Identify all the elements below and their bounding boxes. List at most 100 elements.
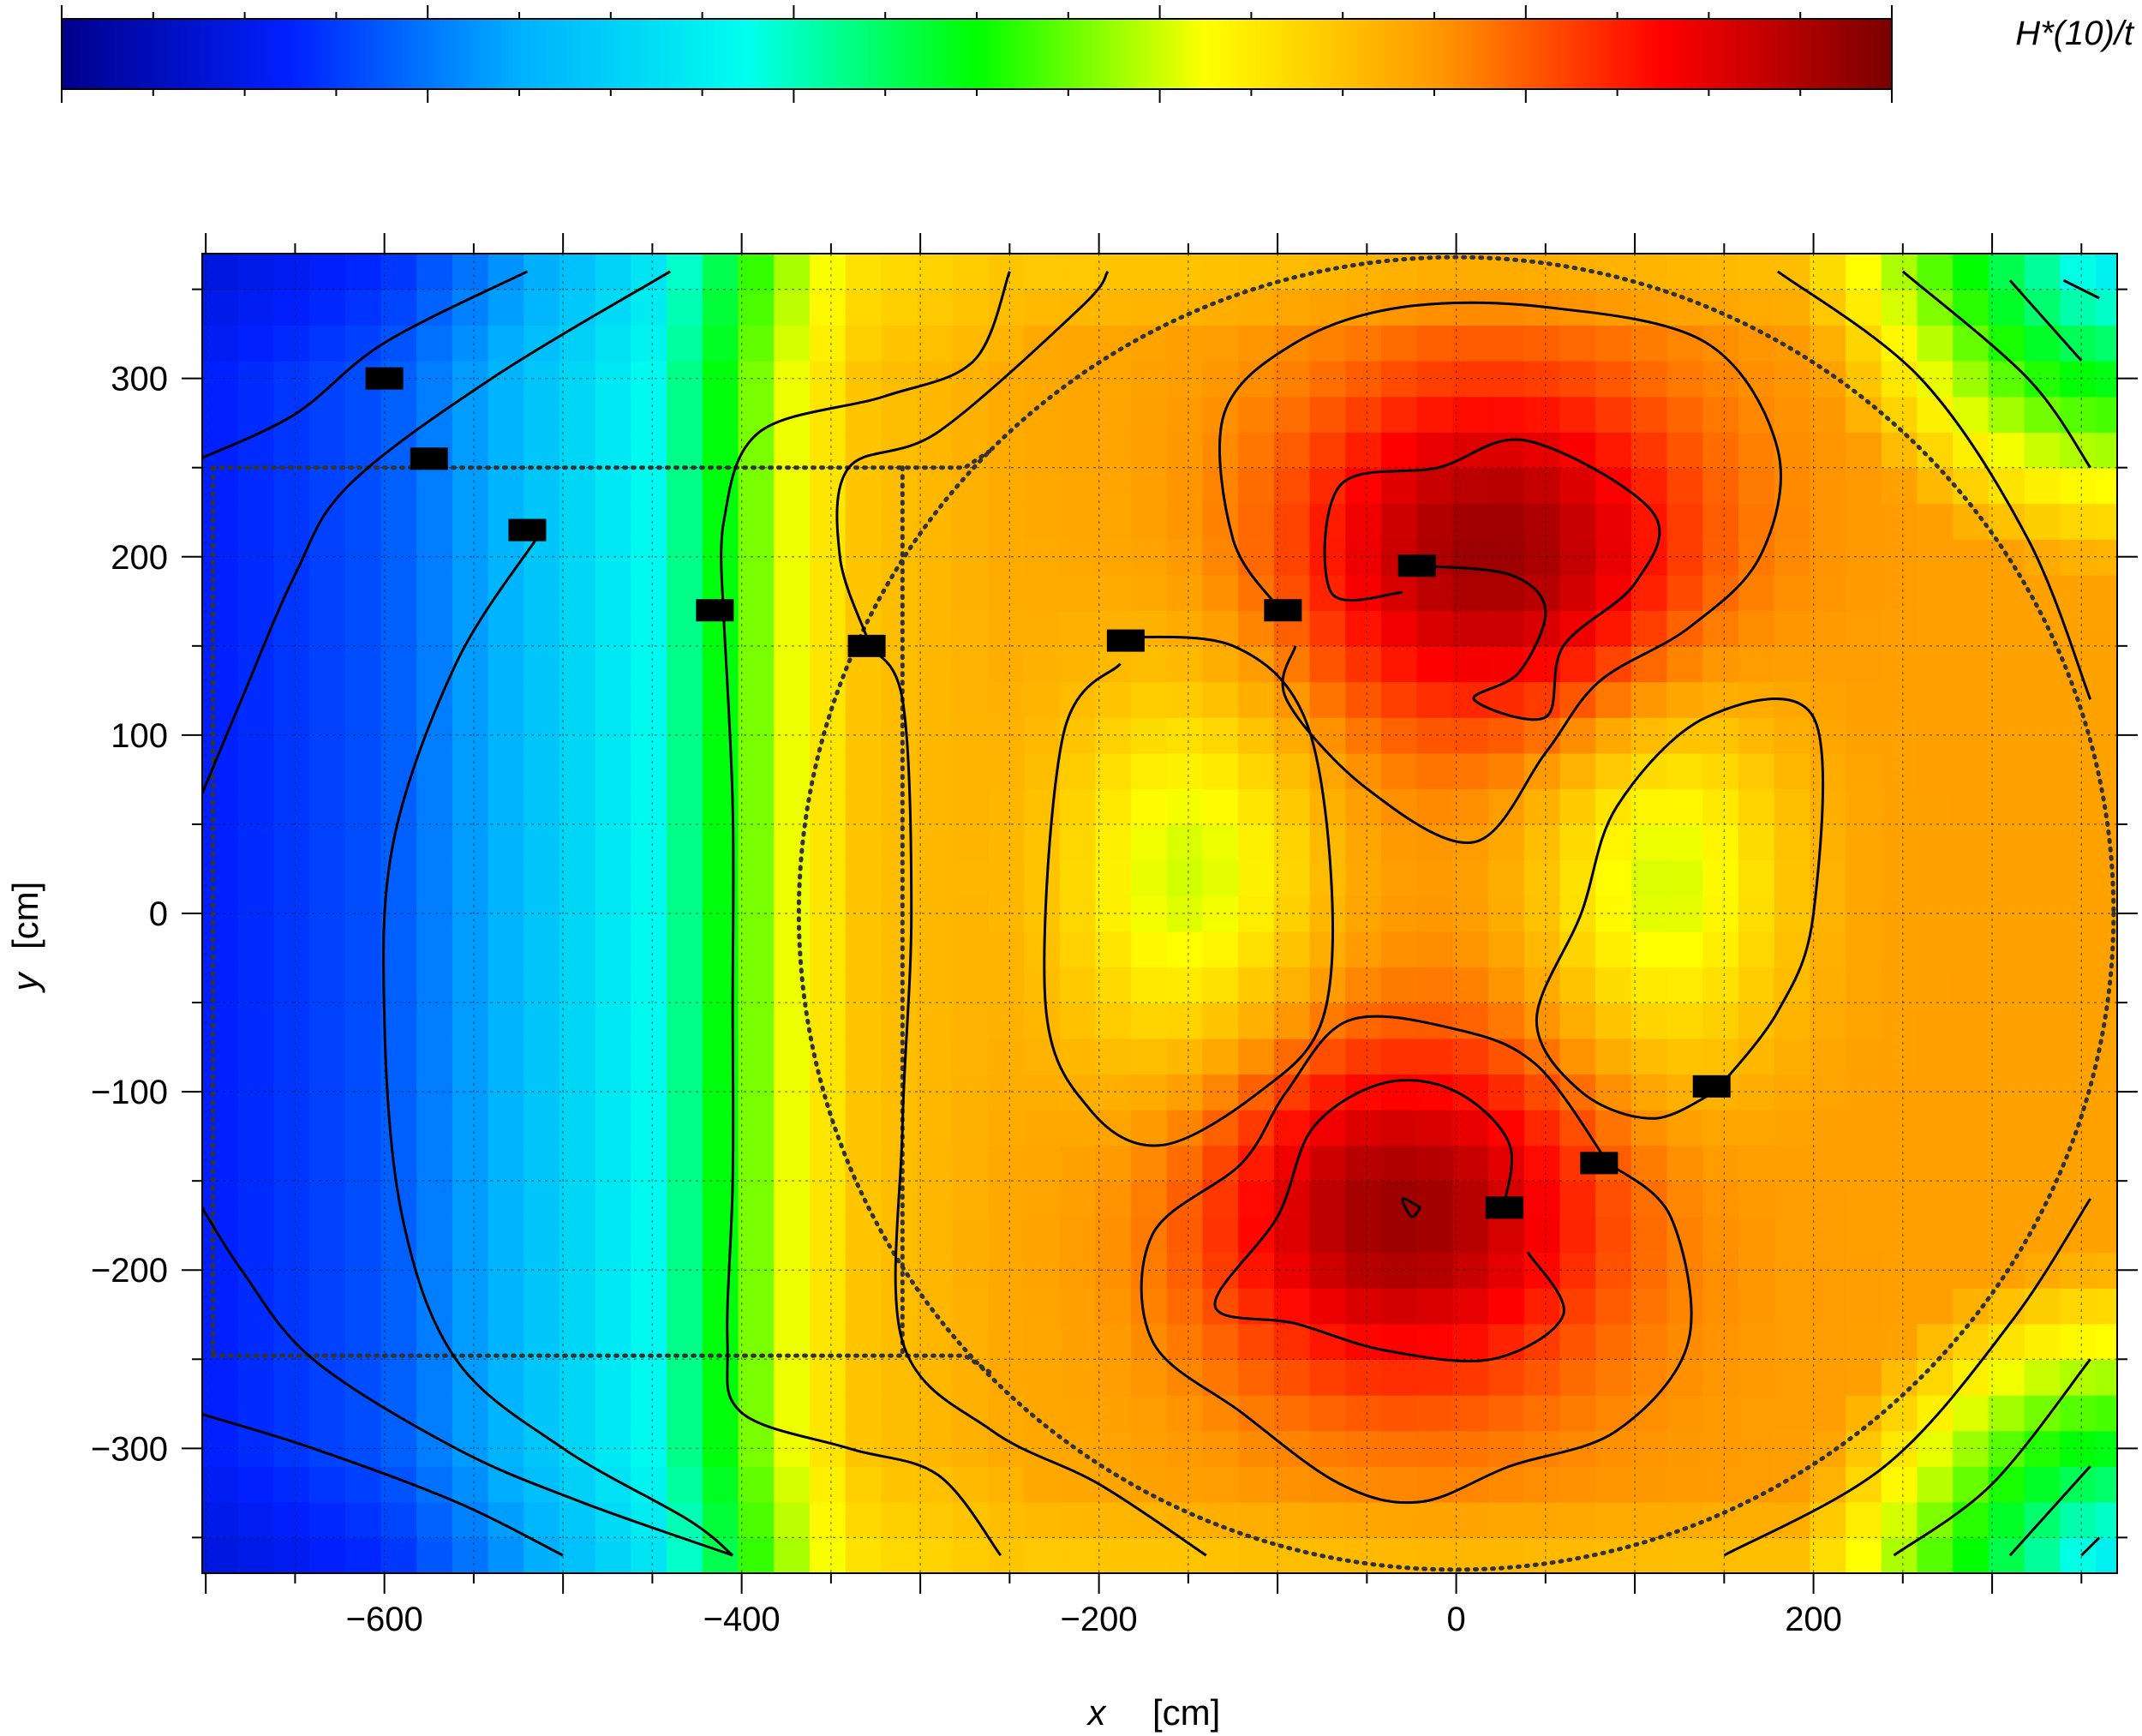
heatmap-cell: [1309, 1109, 1347, 1146]
heatmap-cell: [1630, 859, 1668, 896]
heatmap-cell: [309, 289, 346, 326]
heatmap-cell: [1095, 681, 1132, 718]
heatmap-cell: [845, 823, 883, 861]
heatmap-cell: [702, 1501, 739, 1539]
heatmap-cell: [1666, 967, 1704, 1003]
heatmap-cell: [1488, 574, 1525, 611]
heatmap-cell: [1774, 1145, 1811, 1182]
heatmap-cell: [1452, 645, 1489, 683]
heatmap-cell: [809, 254, 847, 290]
heatmap-cell: [1988, 752, 2025, 790]
heatmap-cell: [273, 681, 310, 718]
heatmap-cell: [559, 539, 596, 576]
heatmap-cell: [1202, 1323, 1239, 1360]
heatmap-cell: [1810, 325, 1846, 362]
heatmap-cell: [202, 574, 239, 611]
heatmap-cell: [1988, 645, 2025, 683]
heatmap-cell: [774, 325, 811, 362]
heatmap-cell: [988, 325, 1025, 362]
heatmap-cell: [881, 396, 918, 433]
heatmap-cell: [2060, 254, 2097, 290]
dotted-outlines: [211, 254, 2116, 1572]
heatmap-cell: [488, 1537, 525, 1573]
heatmap-cell: [1917, 1216, 1954, 1254]
heatmap-cell: [1166, 752, 1204, 790]
heatmap-cell: [1988, 1109, 2025, 1146]
heatmap-cell: [1238, 539, 1275, 576]
heatmap-cell: [559, 717, 596, 754]
heatmap-cell: [1917, 788, 1954, 825]
heatmap-cell: [1166, 254, 1204, 290]
heatmap-cell: [1131, 1466, 1168, 1503]
heatmap-cell: [237, 396, 275, 433]
heatmap-cell: [1559, 895, 1596, 932]
heatmap-cell: [1488, 1216, 1525, 1254]
heatmap-cell: [774, 610, 811, 647]
heatmap-cell: [2024, 396, 2061, 433]
heatmap-cell: [702, 1252, 739, 1289]
heatmap-cell: [595, 610, 632, 647]
heatmap-cell: [952, 1109, 990, 1146]
heatmap-cell: [1095, 1359, 1132, 1396]
heatmap-cell: [1881, 1074, 1918, 1110]
heatmap-cell: [1988, 1359, 2025, 1396]
heatmap-cell: [1238, 1252, 1275, 1289]
heatmap-cell: [1881, 1359, 1918, 1396]
heatmap-cell: [237, 823, 275, 861]
heatmap-cell: [2024, 645, 2061, 683]
heatmap-cell: [1630, 254, 1668, 290]
heatmap-cell: [1273, 396, 1311, 433]
heatmap-cell: [1846, 289, 1882, 326]
heatmap-cell: [1024, 859, 1061, 896]
heatmap-cell: [1738, 1109, 1775, 1146]
heatmap-cell: [631, 1038, 667, 1075]
heatmap-cell: [667, 1394, 703, 1432]
heatmap-cell: [524, 432, 560, 469]
heatmap-cell: [917, 1537, 954, 1573]
heatmap-cell: [1666, 1288, 1704, 1325]
heatmap-cell: [1488, 325, 1525, 362]
heatmap-cell: [380, 931, 417, 968]
contour-line: [1401, 1197, 1422, 1218]
heatmap-cell: [1738, 396, 1775, 433]
heatmap-cell: [344, 752, 382, 790]
heatmap-cell: [809, 645, 847, 683]
heatmap-cell: [1095, 788, 1132, 825]
heatmap-cell: [881, 1038, 918, 1075]
heatmap-cell: [380, 717, 417, 754]
heatmap-cell: [1738, 1394, 1775, 1432]
heatmap-cell: [344, 289, 382, 326]
heatmap-cell: [845, 467, 883, 505]
heatmap-cell: [452, 254, 489, 290]
heatmap-cell: [1381, 645, 1418, 683]
heatmap-cell: [202, 1359, 239, 1396]
heatmap-cell: [309, 931, 346, 968]
heatmap-cell: [1988, 396, 2025, 433]
heatmap-cell: [1024, 967, 1061, 1003]
heatmap-cell: [809, 1501, 847, 1539]
contour-line: [202, 270, 529, 460]
heatmap-cell: [1131, 1288, 1168, 1325]
heatmap-cell: [452, 931, 489, 968]
heatmap-cell: [2060, 788, 2097, 825]
heatmap-cell: [631, 1537, 667, 1573]
heatmap-cell: [1345, 254, 1382, 290]
heatmap-cell: [559, 788, 596, 825]
contour-line: [1893, 1358, 2091, 1557]
heatmap-cell: [1095, 1394, 1132, 1432]
heatmap-cell: [1917, 1145, 1954, 1182]
heatmap-cell: [309, 1003, 346, 1039]
heatmap-cell: [1702, 859, 1739, 896]
heatmap-cell: [1774, 788, 1811, 825]
heatmap-cell: [1059, 788, 1097, 825]
heatmap-cell: [1738, 1145, 1775, 1182]
contour-line: [1901, 270, 2091, 469]
heatmap-cell: [595, 289, 632, 326]
heatmap-cell: [738, 289, 775, 326]
heatmap-cell: [202, 1430, 239, 1467]
heatmap-cell: [380, 1288, 417, 1325]
heatmap-cell: [1166, 432, 1204, 469]
heatmap-cell: [917, 931, 954, 968]
heatmap-cell: [774, 681, 811, 718]
heatmap-cell: [1666, 503, 1704, 540]
